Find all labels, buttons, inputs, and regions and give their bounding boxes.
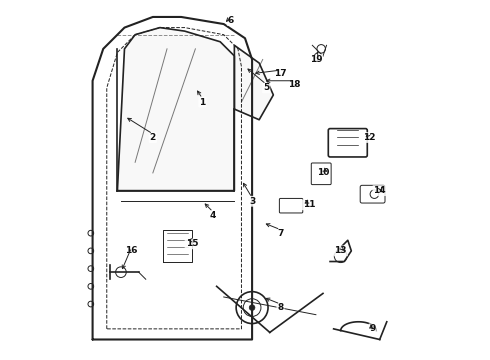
FancyBboxPatch shape	[328, 129, 368, 157]
Text: 1: 1	[199, 98, 206, 107]
Text: 16: 16	[125, 246, 138, 255]
Polygon shape	[118, 28, 234, 191]
Text: 19: 19	[310, 55, 322, 64]
Text: 15: 15	[186, 239, 198, 248]
Text: 3: 3	[249, 197, 255, 206]
FancyBboxPatch shape	[360, 185, 385, 203]
Circle shape	[249, 305, 255, 310]
FancyBboxPatch shape	[311, 163, 331, 185]
Polygon shape	[234, 45, 273, 120]
Text: 18: 18	[289, 80, 301, 89]
Text: 13: 13	[335, 246, 347, 255]
Text: 14: 14	[373, 186, 386, 195]
Text: 7: 7	[277, 229, 284, 238]
Text: 4: 4	[210, 211, 216, 220]
Text: 5: 5	[263, 84, 270, 93]
FancyBboxPatch shape	[279, 198, 303, 213]
Text: 2: 2	[150, 133, 156, 142]
Text: 12: 12	[363, 133, 375, 142]
Text: 6: 6	[228, 16, 234, 25]
Text: 10: 10	[317, 168, 329, 177]
Text: 11: 11	[302, 200, 315, 209]
Text: 8: 8	[277, 303, 284, 312]
Text: 17: 17	[274, 69, 287, 78]
Text: 9: 9	[369, 324, 376, 333]
